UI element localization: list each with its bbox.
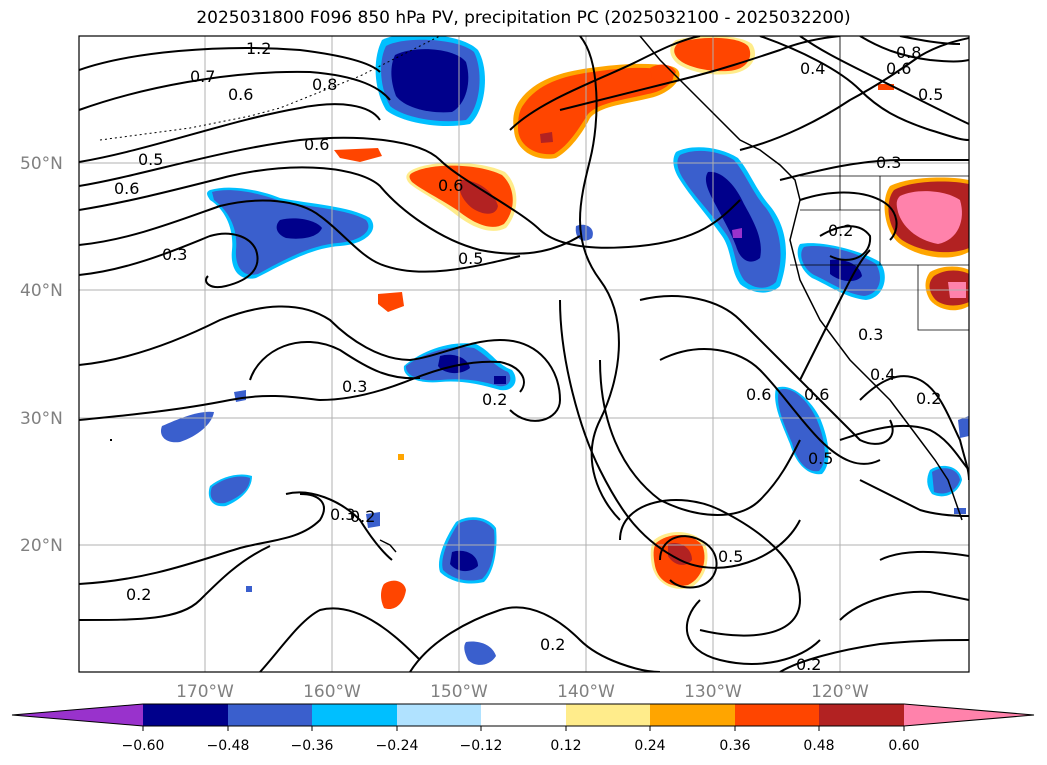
lon-label: 160°W — [303, 682, 361, 702]
contour-label: 0.8 — [312, 75, 337, 94]
latitude-labels: 50°N 40°N 30°N 20°N — [20, 154, 63, 556]
lon-label: 120°W — [811, 682, 869, 702]
lon-label: 150°W — [430, 682, 488, 702]
colorbar-bin — [143, 704, 228, 726]
colorbar-tick-label: 0.36 — [719, 738, 750, 754]
colorbar-tick-label: 0.48 — [803, 738, 834, 754]
colorbar: −0.60 −0.48 −0.36 −0.24 −0.12 0.12 0.24 … — [11, 703, 1035, 754]
colorbar-tick-label: 0.60 — [888, 738, 919, 754]
colorbar-bin — [819, 704, 904, 726]
contour-label: 0.2 — [482, 390, 507, 409]
contour-label: 0.4 — [800, 59, 825, 78]
colorbar-bin — [481, 704, 566, 726]
colorbar-extend-high — [904, 704, 1034, 726]
contour-label: 0.6 — [304, 135, 329, 154]
contour-label: 0.3 — [330, 505, 355, 524]
contour-label: 0.5 — [458, 249, 483, 268]
contour-label: 0.5 — [718, 547, 743, 566]
contour-labels: 1.2 0.7 0.6 0.8 0.5 0.6 0.6 0.3 0.6 0.5 … — [114, 39, 943, 674]
contour-label: 0.6 — [228, 85, 253, 104]
contour-label: 0.2 — [126, 585, 151, 604]
contour-label: 0.4 — [870, 365, 895, 384]
colorbar-extend-low — [12, 704, 143, 726]
contour-label: 0.3 — [876, 153, 901, 172]
contour-label: 1.2 — [246, 39, 271, 58]
coastlines — [99, 36, 969, 553]
lon-label: 130°W — [684, 682, 742, 702]
lat-label: 50°N — [20, 154, 63, 174]
map-title: 2025031800 F096 850 hPa PV, precipitatio… — [196, 8, 851, 28]
contour-label: 0.5 — [808, 449, 833, 468]
contour-label: 0.5 — [138, 150, 163, 169]
contour-label: 0.3 — [162, 245, 187, 264]
precip-positive-intermountain — [884, 177, 969, 311]
lon-label: 170°W — [176, 682, 234, 702]
precip-negative-north-pacific — [375, 36, 485, 127]
colorbar-tick-label: 0.12 — [550, 738, 581, 754]
lon-label: 140°W — [557, 682, 615, 702]
contour-label: 0.6 — [886, 59, 911, 78]
pv-contours — [79, 36, 969, 672]
contour-label: 0.2 — [916, 389, 941, 408]
precip-positive-central-pacific — [334, 148, 517, 231]
contour-label: 0.2 — [828, 221, 853, 240]
precip-small-cells — [160, 292, 969, 665]
contour-label: 0.2 — [796, 655, 821, 674]
colorbar-bin — [735, 704, 819, 726]
contour-label: 0.6 — [114, 179, 139, 198]
contour-label: 0.2 — [540, 635, 565, 654]
map-frame — [78, 35, 970, 673]
contour-label: 0.6 — [804, 385, 829, 404]
lat-label: 20°N — [20, 536, 63, 556]
colorbar-tick-label: −0.36 — [291, 738, 334, 754]
colorbar-bin — [312, 704, 397, 726]
contour-label: 0.3 — [342, 377, 367, 396]
contour-label: 0.8 — [896, 43, 921, 62]
colorbar-bin — [650, 704, 735, 726]
lat-label: 30°N — [20, 409, 63, 429]
colorbar-bin — [397, 704, 481, 726]
contour-label: 0.2 — [350, 507, 375, 526]
colorbar-bin — [566, 704, 650, 726]
colorbar-tick-label: −0.60 — [122, 738, 165, 754]
colorbar-bin — [228, 704, 312, 726]
lat-label: 40°N — [20, 281, 63, 301]
colorbar-tick-label: −0.12 — [460, 738, 503, 754]
contour-label: 0.6 — [746, 385, 771, 404]
colorbar-tick-label: −0.24 — [376, 738, 419, 754]
colorbar-tick-label: 0.24 — [634, 738, 665, 754]
contour-label: 0.5 — [918, 85, 943, 104]
contour-label: 0.6 — [438, 176, 463, 195]
longitude-labels: 170°W 160°W 150°W 140°W 130°W 120°W — [176, 682, 869, 702]
contour-label: 0.7 — [190, 67, 215, 86]
colorbar-tick-label: −0.48 — [207, 738, 250, 754]
graticule — [79, 36, 969, 672]
colorbar-tick-marks — [142, 726, 905, 731]
contour-label: 0.3 — [858, 325, 883, 344]
